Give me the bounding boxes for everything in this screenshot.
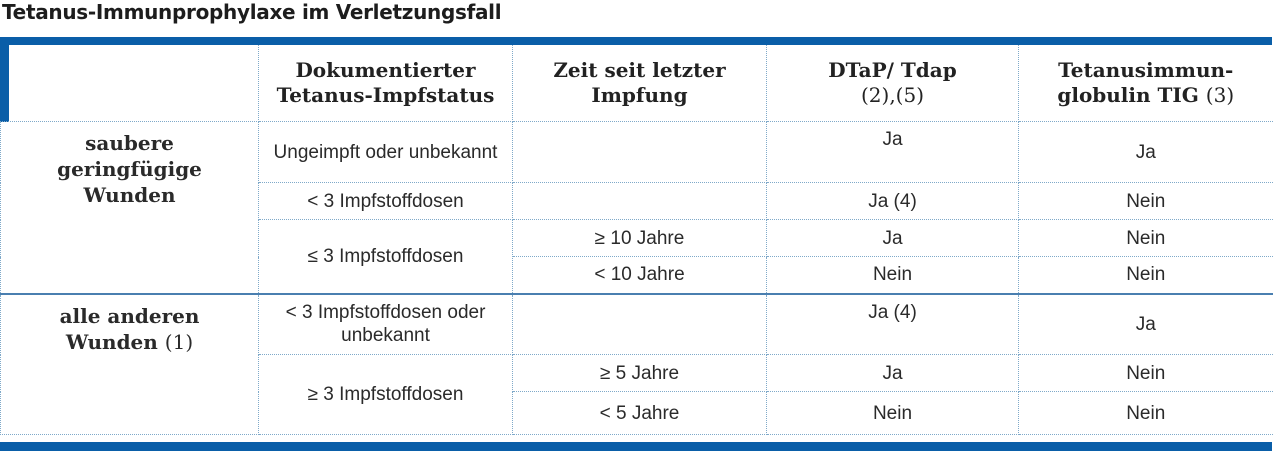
dtap-cell: Nein xyxy=(766,256,1019,294)
header-empty xyxy=(0,45,259,122)
status-cell: ≤ 3 Impfstoffdosen xyxy=(258,219,513,294)
group-label: saubere geringfügige Wunden xyxy=(0,121,259,294)
top-accent-bar xyxy=(0,37,1272,45)
status-cell: Ungeimpft oder unbekannt xyxy=(258,121,513,183)
status-cell: < 3 Impfstoffdosen oder unbekannt xyxy=(258,292,513,355)
time-cell xyxy=(512,121,767,183)
time-cell: < 10 Jahre xyxy=(512,256,767,294)
header-tig: Tetanusimmun-globulin TIG (3) xyxy=(1018,45,1273,122)
dtap-cell: Ja xyxy=(766,354,1019,392)
header-dtap-text: DTaP/ Tdap xyxy=(828,58,957,82)
table-row: < 5 Jahre Nein Nein xyxy=(1,391,1273,435)
header-impfstatus-text: Dokumentierter Tetanus-Impfstatus xyxy=(276,58,495,107)
time-cell: < 5 Jahre xyxy=(512,391,767,435)
group-label: alle anderen Wunden (1) xyxy=(0,292,259,435)
table-row: alle anderen Wunden (1) < 3 Impfstoffdos… xyxy=(0,292,1273,435)
tig-cell: Nein xyxy=(1018,391,1273,435)
time-cell xyxy=(512,182,767,220)
table-row: < 3 Impfstoffdosen Ja (4) Nein xyxy=(1,182,1273,220)
group-label-text: saubere geringfügige Wunden xyxy=(57,131,202,207)
dtap-cell: Ja xyxy=(766,219,1019,257)
header-zeit: Zeit seit letzter Impfung xyxy=(512,45,767,122)
tig-cell: Nein xyxy=(1018,182,1273,220)
tig-cell: Nein xyxy=(1018,256,1273,294)
header-tig-text: Tetanusimmun-globulin TIG xyxy=(1057,58,1234,107)
header-impfstatus: Dokumentierter Tetanus-Impfstatus xyxy=(258,45,513,122)
dtap-cell: Nein xyxy=(766,391,1019,435)
bottom-accent-bar xyxy=(0,442,1272,451)
status-cell: ≥ 3 Impfstoffdosen xyxy=(258,354,513,435)
dtap-cell: Ja (4) xyxy=(766,292,1019,355)
table-row: ≥ 3 Impfstoffdosen ≥ 5 Jahre Ja Nein xyxy=(1,354,1273,435)
status-cell: < 3 Impfstoffdosen xyxy=(258,182,513,220)
header-row: Dokumentierter Tetanus-Impfstatus Zeit s… xyxy=(0,45,1273,122)
page-title: Tetanus-Immunprophylaxe im Verletzungsfa… xyxy=(2,0,502,24)
header-dtap: DTaP/ Tdap (2),(5) xyxy=(766,45,1019,122)
tig-cell: Nein xyxy=(1018,354,1273,392)
time-cell: ≥ 10 Jahre xyxy=(512,219,767,257)
time-cell xyxy=(512,292,767,355)
table-row: < 10 Jahre Nein Nein xyxy=(1,256,1273,294)
tetanus-table: Dokumentierter Tetanus-Impfstatus Zeit s… xyxy=(0,45,1273,435)
tig-cell: Nein xyxy=(1018,219,1273,257)
tig-cell: Ja xyxy=(1018,292,1273,355)
header-zeit-text: Zeit seit letzter Impfung xyxy=(553,58,726,107)
header-dtap-note: (2),(5) xyxy=(860,83,925,107)
group-label-note: (1) xyxy=(164,329,194,354)
table-row: saubere geringfügige Wunden Ungeimpft od… xyxy=(0,121,1273,294)
header-tig-note: (3) xyxy=(1205,83,1235,107)
dtap-cell: Ja xyxy=(766,121,1019,183)
group-label-text: alle anderen Wunden xyxy=(59,303,200,354)
dtap-cell: Ja (4) xyxy=(766,182,1019,220)
time-cell: ≥ 5 Jahre xyxy=(512,354,767,392)
tig-cell: Ja xyxy=(1018,121,1273,183)
